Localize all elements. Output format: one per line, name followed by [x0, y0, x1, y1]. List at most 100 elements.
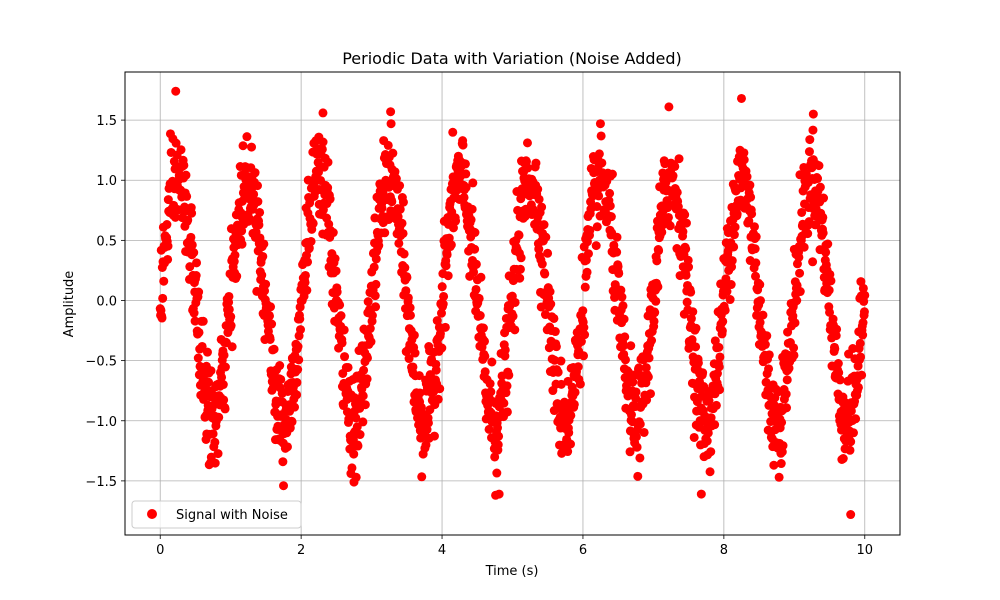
legend-label: Signal with Noise — [176, 508, 288, 523]
data-point — [814, 161, 824, 171]
data-point — [279, 481, 289, 491]
data-point — [409, 330, 419, 340]
data-point — [808, 257, 818, 267]
data-point — [183, 215, 193, 225]
data-point — [478, 323, 488, 333]
data-point — [293, 342, 303, 351]
data-point — [691, 323, 701, 333]
data-point — [264, 311, 274, 321]
data-point — [592, 222, 602, 232]
data-point — [696, 489, 706, 499]
chart-title: Periodic Data with Variation (Noise Adde… — [342, 49, 682, 68]
data-point — [832, 324, 842, 334]
data-point — [414, 371, 424, 381]
data-point — [688, 307, 698, 317]
data-point — [292, 390, 302, 400]
data-point — [749, 222, 759, 232]
data-point — [537, 259, 547, 269]
data-point — [594, 191, 604, 201]
data-point — [403, 293, 413, 303]
data-point — [237, 239, 247, 249]
data-point — [197, 341, 207, 351]
data-point — [300, 277, 310, 287]
legend-marker — [147, 509, 157, 519]
data-point — [371, 302, 381, 312]
data-point — [612, 247, 622, 257]
data-point — [650, 308, 660, 318]
data-point — [795, 287, 805, 297]
data-point — [253, 181, 262, 191]
data-point — [846, 406, 856, 416]
data-point — [751, 258, 761, 268]
data-point — [163, 241, 173, 251]
data-point — [628, 377, 638, 387]
data-point — [405, 303, 415, 313]
data-point — [825, 307, 835, 317]
data-point — [523, 163, 533, 173]
data-point — [543, 248, 553, 258]
data-point — [485, 379, 495, 389]
data-point — [486, 387, 496, 397]
data-point — [210, 437, 220, 447]
data-point — [681, 218, 691, 228]
plot-frame — [124, 71, 901, 536]
data-point — [402, 272, 412, 282]
data-point — [591, 241, 601, 251]
data-point — [437, 343, 447, 353]
data-point — [162, 220, 172, 230]
data-point — [858, 318, 868, 328]
data-point — [343, 362, 353, 372]
data-point — [575, 379, 585, 389]
data-point — [838, 454, 848, 464]
data-point — [400, 263, 410, 273]
data-point — [287, 417, 297, 427]
data-point — [443, 271, 453, 281]
data-point — [683, 255, 693, 265]
data-point — [858, 330, 868, 340]
data-point — [747, 209, 757, 219]
data-point — [476, 272, 486, 282]
data-point — [665, 221, 675, 231]
data-point — [782, 375, 792, 385]
data-point — [835, 375, 845, 385]
data-point — [605, 188, 615, 198]
data-point — [859, 307, 869, 317]
x-tick-label: 4 — [438, 543, 446, 558]
data-point — [606, 212, 616, 222]
legend-box — [131, 500, 302, 529]
data-point — [668, 171, 678, 181]
data-point — [657, 227, 667, 237]
data-point — [186, 232, 196, 242]
data-point — [159, 276, 169, 286]
data-point — [687, 335, 697, 345]
data-point — [317, 144, 327, 154]
data-point — [664, 102, 674, 112]
x-tick-label: 2 — [297, 543, 305, 558]
data-point — [404, 354, 414, 364]
data-point — [686, 314, 696, 324]
data-point — [710, 420, 720, 430]
data-point — [540, 269, 550, 279]
data-point — [349, 449, 359, 459]
data-point — [556, 379, 566, 389]
data-point — [794, 252, 804, 262]
data-point — [323, 157, 333, 167]
data-point — [451, 216, 461, 226]
data-point — [729, 242, 739, 252]
data-point — [224, 304, 234, 314]
data-point — [261, 279, 271, 289]
data-point — [323, 183, 333, 193]
data-point — [582, 267, 592, 277]
data-point — [856, 277, 866, 287]
data-point — [318, 137, 328, 147]
data-point — [641, 363, 651, 373]
data-point — [210, 458, 220, 468]
data-point — [681, 270, 691, 280]
data-point — [682, 297, 692, 307]
data-point — [467, 204, 477, 214]
data-point — [349, 477, 359, 487]
data-point — [583, 249, 593, 259]
data-point — [654, 246, 664, 256]
data-point — [764, 364, 774, 374]
data-point — [423, 418, 433, 428]
